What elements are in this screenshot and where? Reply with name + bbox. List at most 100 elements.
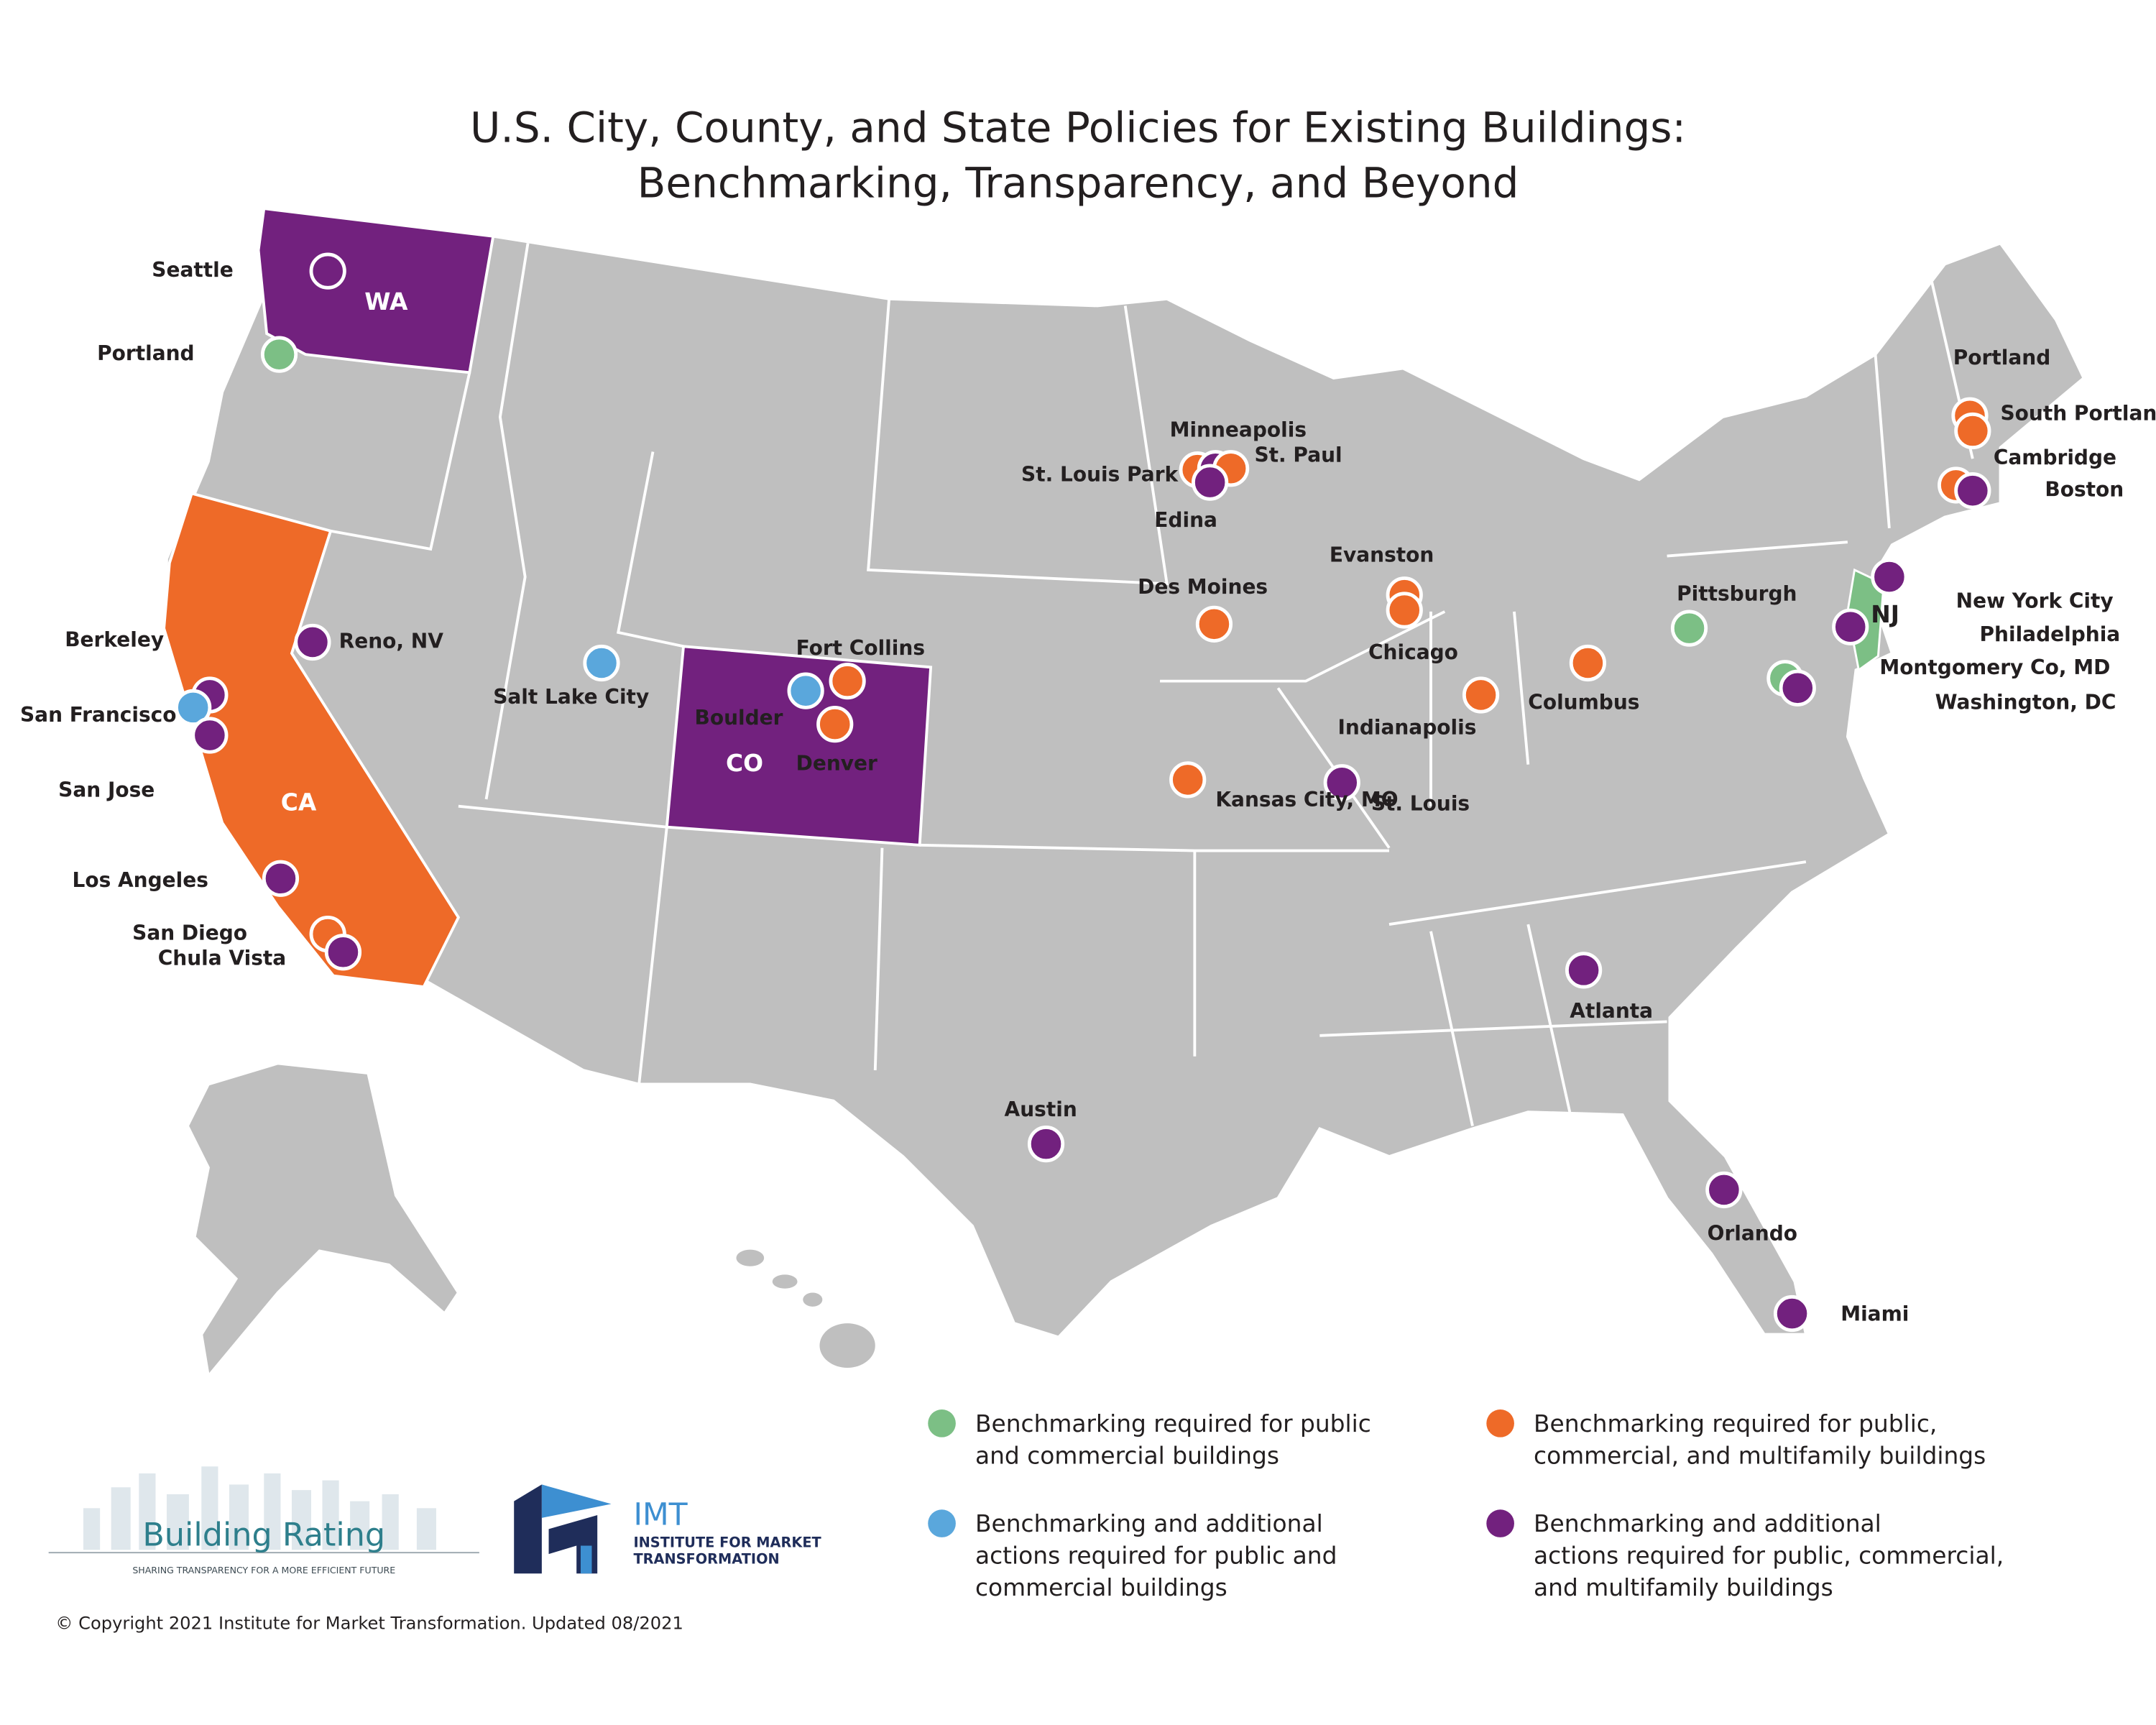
city-label: Berkeley (65, 628, 164, 652)
legend-label: Benchmarking required for public, (1534, 1409, 1937, 1438)
city-marker (294, 623, 331, 661)
city-label: Minneapolis (1170, 418, 1307, 442)
city-label: San Jose (58, 778, 155, 801)
legend-swatch (1486, 1409, 1514, 1438)
legend-swatch (1486, 1509, 1514, 1537)
imt-logo: IMT INSTITUTE FOR MARKET TRANSFORMATION (514, 1484, 822, 1574)
legend-label: Benchmarking and additional (975, 1509, 1323, 1537)
city-markers (175, 252, 1991, 1333)
city-label: Philadelphia (1980, 622, 2121, 646)
city-marker (1027, 1125, 1065, 1163)
city-label: San Diego (132, 921, 247, 945)
city-label: Los Angeles (72, 868, 208, 892)
city-label: Washington, DC (1935, 691, 2116, 714)
city-label: St. Louis Park (1021, 462, 1179, 486)
alaska (185, 1062, 461, 1380)
city-label: Miami (1841, 1302, 1909, 1325)
city-label: Salt Lake City (493, 685, 649, 709)
city-marker (1871, 558, 1908, 596)
legend-label: actions required for public and (975, 1542, 1337, 1570)
city-marker (1323, 764, 1360, 801)
city-marker (1169, 761, 1207, 799)
state-label: NJ (1871, 600, 1899, 628)
city-label: South Portland (2001, 401, 2156, 425)
city-label: Cambridge (1994, 446, 2116, 469)
state-wa (257, 206, 495, 374)
city-label: St. Louis (1371, 792, 1470, 816)
logo-name: TRANSFORMATION (633, 1551, 779, 1568)
legend-label: commercial, and multifamily buildings (1534, 1441, 1986, 1469)
title-line: U.S. City, County, and State Policies fo… (470, 103, 1686, 152)
city-label: Denver (796, 752, 877, 776)
logo-text: IMT (633, 1498, 688, 1533)
legend-swatch (928, 1509, 956, 1537)
city-marker (1192, 464, 1229, 501)
city-marker (583, 644, 620, 682)
city-label: Seattle (152, 258, 233, 282)
state-borders (330, 243, 1974, 1126)
legend-label: Benchmarking and additional (1534, 1509, 1881, 1537)
city-marker (829, 662, 866, 700)
legend-label: commercial buildings (975, 1573, 1227, 1601)
city-label: Columbus (1528, 691, 1639, 714)
state-ca (162, 492, 461, 989)
city-label: Atlanta (1570, 999, 1653, 1023)
city-label: Evanston (1330, 543, 1434, 567)
city-label: Fort Collins (796, 636, 925, 660)
city-marker (1569, 644, 1607, 682)
city-marker (260, 336, 298, 373)
city-label: San Francisco (20, 703, 176, 727)
logo-tagline: SHARING TRANSPARENCY FOR A MORE EFFICIEN… (132, 1565, 395, 1576)
city-marker (1954, 412, 1991, 450)
city-marker (1386, 592, 1423, 629)
hawaii (736, 1249, 875, 1368)
city-label: Indianapolis (1337, 715, 1476, 739)
legend-label: Benchmarking required for public (975, 1409, 1371, 1438)
state-co (665, 645, 933, 847)
city-label: Edina (1154, 508, 1217, 532)
city-marker (1462, 676, 1500, 714)
city-marker (787, 672, 824, 709)
logo-name: INSTITUTE FOR MARKET (633, 1534, 821, 1550)
legend-swatch (928, 1409, 956, 1438)
city-marker (1195, 605, 1233, 643)
city-marker (309, 252, 346, 290)
city-marker (262, 860, 300, 897)
city-marker (324, 934, 362, 971)
state-label: WA (364, 288, 408, 316)
city-marker (191, 717, 229, 754)
title-line: Benchmarking, Transparency, and Beyond (637, 159, 1519, 208)
legend-label: and commercial buildings (975, 1441, 1279, 1469)
city-marker (175, 689, 212, 726)
city-label: Chula Vista (158, 946, 286, 970)
city-label: Portland (1953, 346, 2050, 369)
city-marker (1773, 1294, 1811, 1333)
city-label: Portland (97, 341, 194, 365)
legend-label: actions required for public, commercial, (1534, 1542, 2004, 1570)
city-marker (1565, 952, 1603, 989)
city-marker (1670, 610, 1708, 647)
city-label: Boston (2045, 478, 2124, 502)
state-label: CA (281, 788, 317, 816)
city-marker (1954, 472, 1991, 510)
legend-label: and multifamily buildings (1534, 1573, 1833, 1601)
building-rating-logo: Building Rating SHARING TRANSPARENCY FOR… (48, 1466, 479, 1576)
city-label: Des Moines (1138, 575, 1268, 599)
city-label: Austin (1005, 1098, 1077, 1121)
city-label: Reno, NV (339, 629, 444, 653)
city-label: St. Paul (1254, 443, 1342, 466)
city-marker (816, 705, 854, 743)
city-label: Chicago (1368, 640, 1458, 664)
city-label: Kansas City, MO (1215, 788, 1398, 811)
state-label: CO (726, 749, 763, 777)
city-label: Montgomery Co, MD (1879, 656, 2110, 679)
city-label: Orlando (1708, 1221, 1797, 1245)
city-marker (1779, 669, 1816, 707)
city-label: New York City (1956, 589, 2114, 612)
copyright: © Copyright 2021 Institute for Market Tr… (55, 1614, 683, 1634)
city-label: Boulder (694, 706, 783, 730)
city-marker (1832, 608, 1869, 645)
city-label: Pittsburgh (1677, 582, 1797, 606)
logo-text: Building Rating (142, 1517, 385, 1554)
city-marker (1705, 1171, 1743, 1209)
